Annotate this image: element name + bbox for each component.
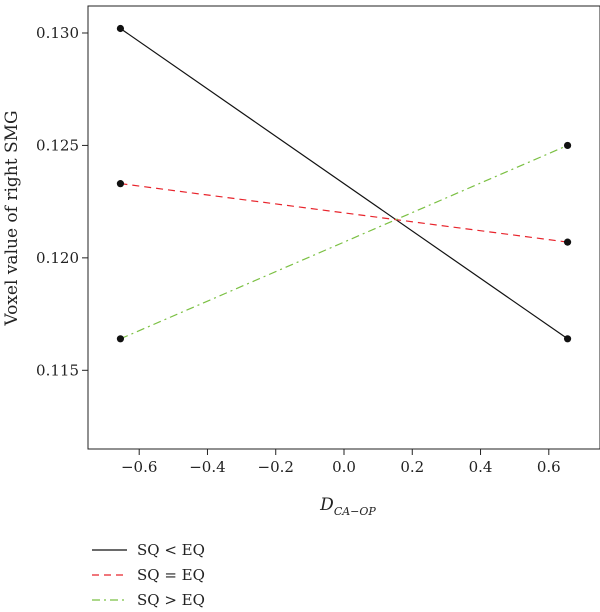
data-point bbox=[563, 335, 572, 343]
x-tick-label: −0.4 bbox=[189, 458, 225, 476]
points-layer bbox=[116, 24, 572, 343]
legend-label: SQ < EQ bbox=[137, 541, 205, 559]
data-point bbox=[116, 335, 125, 343]
y-tick-label: 0.125 bbox=[36, 136, 79, 154]
data-point bbox=[563, 141, 572, 150]
x-tick-label: 0.6 bbox=[537, 458, 561, 476]
x-tick-label: −0.6 bbox=[121, 458, 157, 476]
x-tick-label: −0.2 bbox=[258, 458, 294, 476]
data-point bbox=[116, 24, 125, 33]
x-axis-title-subscript: CA−OP bbox=[334, 505, 377, 518]
legend: SQ < EQ SQ = EQ SQ > EQ bbox=[92, 541, 205, 609]
data-point bbox=[116, 180, 125, 188]
plot-frame bbox=[87, 5, 600, 450]
series-line-1 bbox=[120, 28, 568, 340]
x-tick-label: 0.4 bbox=[469, 458, 493, 476]
x-axis-title-main: D bbox=[319, 495, 334, 515]
x-tick-label: 0.0 bbox=[332, 458, 356, 476]
y-tick-label: 0.115 bbox=[36, 361, 79, 379]
legend-label: SQ > EQ bbox=[137, 591, 205, 609]
x-axis-title: DCA−OP bbox=[319, 495, 376, 518]
data-point bbox=[563, 238, 572, 246]
series-line-2 bbox=[120, 183, 568, 243]
y-tick-label: 0.130 bbox=[36, 24, 79, 42]
y-axis-title: Voxel value of right SMG bbox=[2, 110, 22, 326]
x-tick-label: 0.2 bbox=[400, 458, 424, 476]
series-line-3 bbox=[120, 144, 568, 340]
x-axis: −0.6 −0.4 −0.2 0.0 0.2 0.4 0.6 bbox=[121, 449, 561, 476]
y-tick-label: 0.120 bbox=[36, 249, 79, 267]
legend-label: SQ = EQ bbox=[137, 566, 205, 584]
y-axis: 0.115 0.120 0.125 0.130 bbox=[36, 24, 88, 379]
series-layer bbox=[120, 28, 568, 340]
